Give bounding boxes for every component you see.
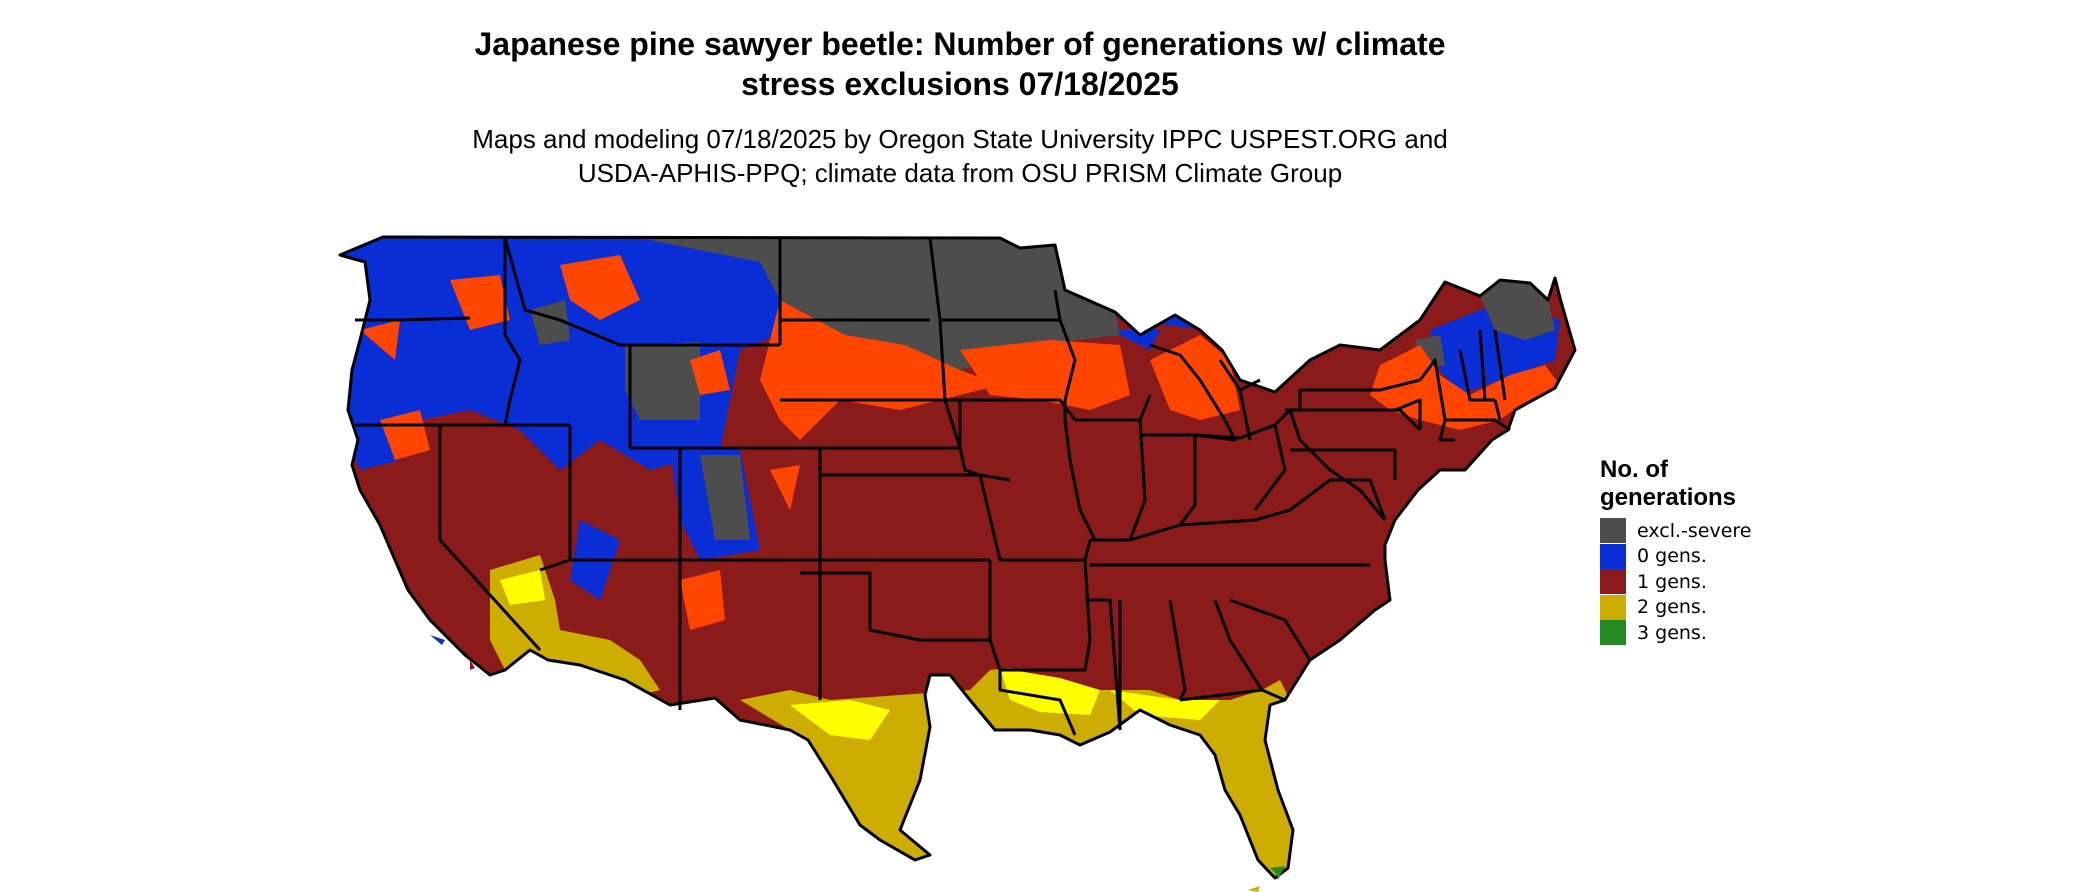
- legend-swatch: [1600, 620, 1626, 646]
- state-borders: [338, 235, 1577, 880]
- map-title: Japanese pine sawyer beetle: Number of g…: [380, 24, 1540, 104]
- legend-item-1-gens: 1 gens.: [1600, 569, 1860, 595]
- legend-title-line-1: No. of: [1600, 456, 1668, 483]
- legend-item-2-gens: 2 gens.: [1600, 594, 1860, 621]
- legend-swatch: [1600, 594, 1626, 620]
- legend-swatch: [1600, 569, 1626, 595]
- legend-label: 3 gens.: [1637, 621, 1707, 644]
- map-title-line-2: stress exclusions 07/18/2025: [741, 66, 1179, 102]
- map-subtitle-line-2: USDA-APHIS-PPQ; climate data from OSU PR…: [577, 158, 1343, 188]
- map-subtitle-line-1: Maps and modeling 07/18/2025 by Oregon S…: [472, 124, 1448, 154]
- region-1-gens-light: [360, 255, 1560, 630]
- legend-swatch: [1600, 518, 1626, 544]
- coastal-islands: [430, 635, 1283, 892]
- legend-item-3-gens: 3 gens.: [1600, 620, 1860, 646]
- legend-label: 1 gens.: [1637, 570, 1707, 593]
- legend: No. of generations excl.-severe 0 gens. …: [1600, 456, 1860, 646]
- legend-title: No. of generations: [1600, 456, 1860, 512]
- legend-title-line-2: generations: [1600, 484, 1737, 511]
- map-subtitle: Maps and modeling 07/18/2025 by Oregon S…: [380, 122, 1540, 190]
- legend-item-0-gens: 0 gens.: [1600, 543, 1860, 570]
- legend-item-excl-severe: excl.-severe: [1600, 518, 1860, 544]
- legend-swatch: [1600, 543, 1626, 569]
- legend-label: excl.-severe: [1637, 519, 1752, 542]
- legend-label: 2 gens.: [1637, 596, 1707, 619]
- map-title-line-1: Japanese pine sawyer beetle: Number of g…: [474, 26, 1446, 62]
- legend-label: 0 gens.: [1637, 545, 1707, 568]
